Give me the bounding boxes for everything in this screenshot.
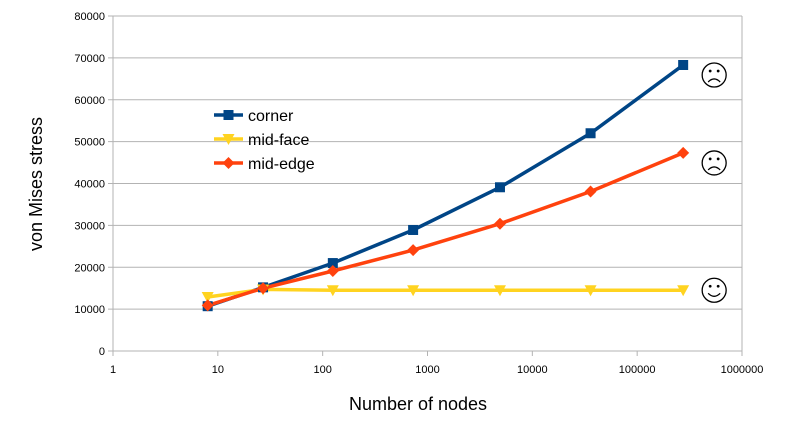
x-tick-label: 1000 bbox=[415, 364, 439, 376]
y-tick-label: 70000 bbox=[74, 53, 105, 65]
data-point-mid-edge bbox=[493, 217, 506, 230]
smiley-face-icon bbox=[701, 277, 727, 303]
data-point-mid-face bbox=[584, 285, 597, 297]
y-tick-label: 60000 bbox=[74, 95, 105, 107]
legend-marker-corner bbox=[223, 110, 234, 120]
data-point-mid-edge bbox=[677, 146, 690, 159]
data-point-mid-face bbox=[493, 285, 506, 297]
annotation-icons bbox=[701, 62, 727, 303]
x-tick-labels: 1 10 100 1000 10000 100000 1000000 bbox=[110, 364, 763, 376]
data-point-mid-face bbox=[407, 285, 420, 297]
data-point-mid-edge bbox=[201, 299, 214, 312]
series-lines bbox=[201, 59, 690, 312]
sad-face-icon bbox=[701, 150, 727, 176]
legend-label-mid-edge: mid-edge bbox=[248, 156, 315, 173]
y-tick-label: 50000 bbox=[74, 137, 105, 149]
legend-marker-mid-edge bbox=[222, 157, 235, 169]
legend-marker-mid-face bbox=[222, 134, 235, 145]
y-tick-labels: 0 10000 20000 30000 40000 50000 60000 70000 8000… bbox=[74, 11, 105, 358]
data-point-mid-face bbox=[677, 285, 690, 297]
data-point-corner bbox=[327, 258, 338, 269]
data-point-mid-edge bbox=[257, 282, 270, 295]
x-tick-label: 10000 bbox=[517, 364, 548, 376]
data-point-corner bbox=[408, 224, 419, 235]
x-tick-label: 1 bbox=[110, 364, 116, 376]
y-tick-label: 40000 bbox=[74, 179, 105, 191]
series-line-corner bbox=[207, 63, 685, 308]
sad-face-icon bbox=[701, 62, 727, 88]
data-point-corner bbox=[585, 128, 596, 139]
x-tick-label: 10 bbox=[212, 364, 224, 376]
data-point-mid-face bbox=[326, 285, 339, 297]
y-tick-label: 20000 bbox=[74, 262, 105, 274]
x-axis-title: Number of nodes bbox=[349, 394, 487, 414]
data-point-mid-edge bbox=[326, 265, 339, 278]
series-line-mid-edge bbox=[207, 151, 684, 308]
data-point-corner bbox=[494, 182, 505, 193]
y-tick-label: 30000 bbox=[74, 220, 105, 232]
data-point-mid-edge bbox=[584, 185, 597, 198]
legend-label-mid-face: mid-face bbox=[248, 132, 309, 149]
x-tick-label: 100000 bbox=[619, 364, 656, 376]
y-tick-label: 10000 bbox=[74, 304, 105, 316]
data-point-mid-face bbox=[201, 291, 214, 303]
y-tick-label: 80000 bbox=[74, 11, 105, 23]
legend: corner mid-face mid-edge bbox=[214, 108, 315, 173]
x-tick-label: 100 bbox=[313, 364, 331, 376]
y-tick-label: 0 bbox=[99, 346, 105, 358]
y-axis-title: von Mises stress bbox=[26, 117, 46, 251]
legend-label-corner: corner bbox=[248, 108, 294, 125]
data-point-mid-edge bbox=[407, 244, 420, 257]
data-point-corner bbox=[678, 59, 689, 70]
x-tick-label: 1000000 bbox=[721, 364, 764, 376]
series-line-mid-face bbox=[207, 287, 684, 299]
